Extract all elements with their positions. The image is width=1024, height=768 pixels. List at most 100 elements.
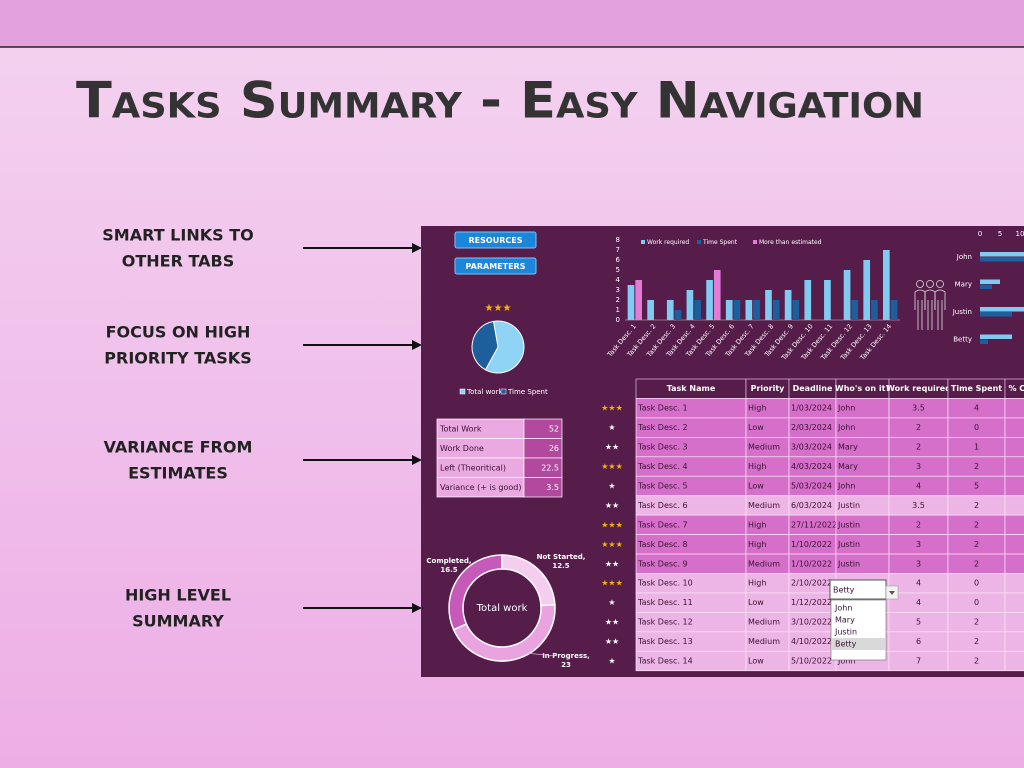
table-text: 2 — [916, 520, 921, 529]
priority-stars: ★★★ — [601, 404, 623, 413]
bar — [694, 300, 701, 320]
table-text: 1/10/2022 — [791, 540, 832, 549]
summary-value: 26 — [549, 444, 559, 453]
table-text: 2 — [974, 462, 979, 471]
table-text: 3.5 — [912, 404, 925, 413]
table-text: High — [748, 540, 766, 549]
table-text: Justin — [837, 501, 860, 510]
dropdown-selected[interactable]: Betty — [833, 586, 855, 595]
dropdown-option[interactable]: Betty — [835, 640, 857, 649]
table-text: John — [837, 423, 855, 432]
table-text: 4/03/2024 — [791, 462, 832, 471]
bar — [725, 300, 733, 320]
priority-stars: ★★★ — [601, 462, 623, 471]
dropdown-option[interactable]: Justin — [834, 628, 857, 637]
table-cell — [1004, 398, 1024, 419]
table-text: John — [837, 657, 855, 666]
table-cell — [1004, 456, 1024, 477]
category-label: Justin — [952, 308, 972, 316]
table-text: Task Desc. 8 — [637, 540, 688, 549]
table-text: 4 — [916, 579, 921, 588]
table-text: Low — [748, 423, 764, 432]
table-text: 2/03/2024 — [791, 423, 832, 432]
table-cell — [1004, 514, 1024, 535]
table-text: 2 — [974, 618, 979, 627]
bar — [733, 300, 741, 320]
x-tick-label: 10 — [1016, 230, 1024, 238]
category-label: Betty — [953, 336, 972, 344]
bar — [765, 290, 772, 320]
table-text: Task Desc. 9 — [637, 559, 688, 568]
table-text: Task Desc. 12 — [637, 618, 693, 627]
legend-swatch — [641, 240, 645, 244]
legend-swatch — [753, 240, 757, 244]
table-text: John — [837, 481, 855, 490]
summary-label: Variance (+ is good) — [440, 483, 521, 492]
callout-text: ESTIMATES — [128, 464, 228, 483]
table-text: Justin — [837, 559, 860, 568]
donut-label: In Progress, — [542, 652, 590, 660]
legend-label: Time Spent — [507, 388, 548, 396]
hbar — [980, 334, 1012, 339]
callout-text: HIGH LEVEL — [125, 586, 231, 605]
table-cell — [1004, 534, 1024, 555]
table-text: 2 — [974, 559, 979, 568]
summary-label: Left (Theoritical) — [440, 464, 506, 473]
summary-value-cell — [523, 477, 563, 498]
table-cell — [1004, 592, 1024, 613]
table-text: 3/10/2022 — [791, 618, 832, 627]
nav-button[interactable] — [454, 231, 537, 249]
bar — [706, 280, 713, 320]
table-text: Mary — [838, 462, 858, 471]
y-tick-label: 0 — [616, 316, 620, 324]
hbar — [980, 252, 1024, 257]
dropdown-arrow — [889, 591, 895, 595]
bar — [792, 300, 800, 320]
bar — [871, 300, 878, 320]
summary-value: 3.5 — [546, 483, 559, 492]
table-text: 27/11/2022 — [791, 520, 837, 529]
table-text: 0 — [974, 598, 979, 607]
table-text: 4 — [916, 598, 921, 607]
table-text: 7 — [916, 657, 921, 666]
dropdown-option[interactable]: Mary — [835, 616, 855, 625]
table-text: John — [837, 404, 855, 413]
category-label: John — [956, 253, 972, 261]
y-tick-label: 5 — [616, 266, 620, 274]
legend-label: Total work — [466, 388, 503, 396]
callout-text: FOCUS ON HIGH — [106, 323, 251, 342]
legend-label: More than estimated — [759, 239, 822, 246]
bar — [890, 300, 898, 320]
table-text: 0 — [974, 579, 979, 588]
table-text: Low — [748, 598, 764, 607]
dropdown-option[interactable]: John — [834, 604, 852, 613]
bar — [824, 280, 831, 320]
donut-label: Not Started, — [537, 553, 586, 561]
table-text: Medium — [748, 559, 780, 568]
table-text: 2 — [916, 423, 921, 432]
table-text: 6 — [916, 637, 921, 646]
arrow-head — [412, 340, 422, 350]
y-tick-label: 7 — [616, 246, 620, 254]
bar — [804, 280, 812, 320]
donut-value: 23 — [561, 661, 571, 669]
bar — [883, 250, 890, 320]
table-text: 6/03/2024 — [791, 501, 832, 510]
header-label: Priority — [751, 384, 786, 393]
table-text: 5 — [974, 481, 979, 490]
nav-button[interactable] — [454, 257, 537, 275]
bar — [686, 290, 694, 320]
priority-stars: ★ — [608, 598, 615, 607]
table-text: 1/03/2024 — [791, 404, 832, 413]
hbar — [980, 279, 1000, 284]
table-cell — [1004, 573, 1024, 594]
nav-button-label[interactable]: RESOURCES — [469, 236, 523, 245]
table-text: Justin — [837, 540, 860, 549]
table-text: High — [748, 579, 766, 588]
nav-button-label[interactable]: PARAMETERS — [466, 262, 526, 271]
hbar — [980, 284, 992, 289]
bar — [713, 270, 721, 320]
arrow-head — [412, 455, 422, 465]
table-text: Medium — [748, 443, 780, 452]
